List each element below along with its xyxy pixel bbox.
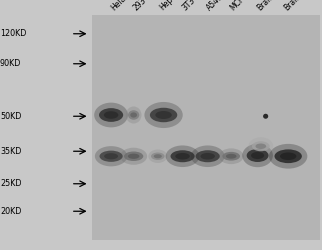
Ellipse shape (166, 146, 199, 167)
Text: 293: 293 (132, 0, 149, 12)
Ellipse shape (256, 144, 266, 149)
Ellipse shape (191, 146, 224, 167)
Text: 25KD: 25KD (0, 179, 22, 188)
Ellipse shape (128, 110, 139, 120)
Ellipse shape (252, 141, 270, 151)
Text: 20KD: 20KD (0, 207, 21, 216)
Text: 90KD: 90KD (0, 59, 21, 68)
Text: Hela: Hela (109, 0, 128, 12)
Ellipse shape (104, 111, 118, 119)
Text: HepG2: HepG2 (158, 0, 183, 12)
Text: MCF-7: MCF-7 (229, 0, 252, 12)
Text: 35KD: 35KD (0, 147, 21, 156)
Ellipse shape (222, 152, 240, 161)
Ellipse shape (150, 108, 177, 122)
Ellipse shape (274, 149, 302, 163)
Ellipse shape (99, 150, 123, 162)
Ellipse shape (126, 106, 142, 124)
Ellipse shape (263, 114, 268, 119)
Text: Brain: Brain (255, 0, 276, 12)
Text: 120KD: 120KD (0, 29, 26, 38)
Ellipse shape (200, 153, 215, 160)
Text: 3T3: 3T3 (180, 0, 197, 12)
Ellipse shape (154, 154, 162, 158)
Ellipse shape (148, 150, 167, 163)
Ellipse shape (144, 102, 183, 128)
Ellipse shape (95, 146, 127, 167)
Ellipse shape (251, 152, 264, 159)
Text: Brain: Brain (283, 0, 303, 12)
Ellipse shape (104, 153, 118, 159)
Ellipse shape (219, 148, 243, 164)
Ellipse shape (155, 111, 172, 119)
Ellipse shape (171, 150, 194, 162)
Ellipse shape (124, 152, 143, 161)
Ellipse shape (94, 102, 128, 128)
Ellipse shape (175, 153, 190, 160)
Ellipse shape (99, 108, 123, 122)
Ellipse shape (128, 154, 139, 159)
Ellipse shape (242, 144, 273, 167)
Ellipse shape (120, 148, 147, 165)
Ellipse shape (226, 154, 236, 159)
Ellipse shape (249, 137, 273, 155)
Text: 50KD: 50KD (0, 112, 21, 121)
Ellipse shape (130, 112, 137, 117)
Ellipse shape (269, 144, 307, 169)
Bar (92, 15, 320, 240)
Ellipse shape (247, 149, 269, 162)
Ellipse shape (280, 152, 296, 160)
Text: A549: A549 (205, 0, 225, 12)
Ellipse shape (196, 150, 220, 162)
Ellipse shape (151, 152, 165, 160)
